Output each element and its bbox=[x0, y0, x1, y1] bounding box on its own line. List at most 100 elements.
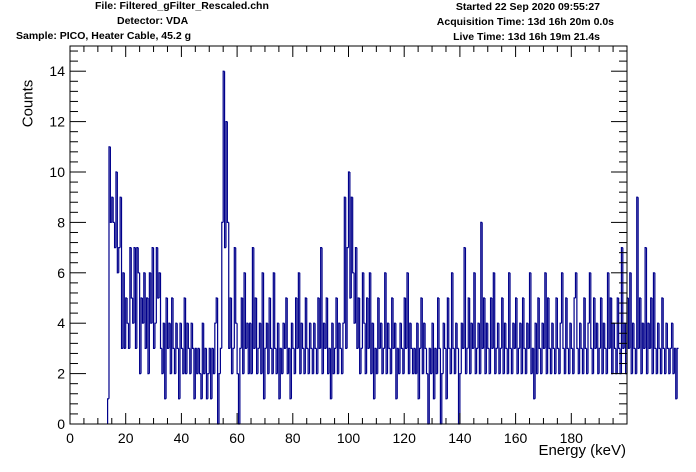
histogram-bin bbox=[425, 348, 428, 375]
header-file: File: Filtered_gFilter_Rescaled.chn bbox=[95, 0, 269, 12]
histogram-bin bbox=[456, 323, 459, 349]
histogram-bin bbox=[476, 347, 478, 374]
x-tick-label: 160 bbox=[504, 430, 528, 446]
histogram-bin bbox=[172, 298, 175, 349]
histogram-bin bbox=[118, 247, 121, 273]
histogram-bin bbox=[314, 323, 317, 349]
histogram-bin bbox=[207, 373, 210, 399]
header-sample: Sample: PICO, Heater Cable, 45.2 g bbox=[16, 30, 192, 42]
header-live: Live Time: 13d 16h 19m 21.4s bbox=[453, 31, 600, 43]
y-tick-label: 0 bbox=[57, 416, 65, 432]
histogram-bin bbox=[239, 347, 242, 424]
histogram-bin bbox=[310, 323, 313, 349]
histogram-bin bbox=[333, 347, 336, 374]
x-tick-label: 80 bbox=[285, 430, 301, 446]
histogram-bin bbox=[269, 298, 272, 349]
histogram-bin bbox=[236, 323, 239, 375]
histogram-bin bbox=[466, 347, 469, 374]
histogram-bin bbox=[137, 247, 140, 274]
header-started: Started 22 Sep 2020 09:55:27 bbox=[455, 1, 600, 13]
histogram-bin bbox=[218, 373, 221, 424]
histogram-bin bbox=[107, 398, 109, 424]
histogram-bin bbox=[662, 298, 665, 349]
histogram-bin bbox=[187, 323, 190, 349]
histogram-bin bbox=[509, 272, 512, 349]
histogram-bin bbox=[363, 272, 366, 324]
histogram-bin bbox=[198, 348, 201, 375]
y-tick-label: 4 bbox=[57, 315, 65, 331]
header-acquisition: Acquisition Time: 13d 16h 20m 0.0s bbox=[436, 16, 614, 28]
histogram-bin bbox=[235, 247, 238, 324]
histogram-bin bbox=[292, 323, 295, 349]
histogram-bin bbox=[495, 347, 498, 374]
histogram-bin bbox=[505, 323, 508, 349]
histogram-bin bbox=[180, 323, 183, 349]
x-tick-label: 120 bbox=[393, 430, 417, 446]
histogram-bin bbox=[669, 347, 672, 374]
y-tick-label: 6 bbox=[57, 265, 65, 281]
y-tick-label: 12 bbox=[49, 114, 65, 130]
histogram-bin bbox=[176, 323, 179, 349]
histogram-bin bbox=[400, 323, 403, 349]
histogram-bin bbox=[232, 347, 235, 374]
histogram-bin bbox=[633, 323, 636, 349]
histogram-bin bbox=[159, 272, 162, 349]
histogram-bin bbox=[126, 298, 129, 324]
histogram-bin bbox=[559, 322, 562, 374]
x-axis-title: Energy (keV) bbox=[538, 442, 626, 459]
histogram-bin bbox=[191, 323, 194, 349]
histogram-bin bbox=[654, 272, 657, 349]
histogram-bin bbox=[658, 323, 661, 349]
histogram-bins bbox=[107, 70, 679, 425]
histogram-bin bbox=[573, 297, 576, 374]
histogram-bin bbox=[584, 298, 587, 349]
y-tick-label: 14 bbox=[49, 63, 65, 79]
histogram-bin bbox=[499, 347, 502, 374]
histogram-bin bbox=[388, 323, 391, 349]
histogram-bin bbox=[410, 323, 413, 349]
histogram-bin bbox=[523, 298, 526, 349]
x-tick-label: 60 bbox=[229, 430, 245, 446]
histogram-bin bbox=[556, 298, 559, 349]
histogram-bin bbox=[598, 347, 601, 374]
histogram-bin bbox=[154, 322, 157, 349]
histogram-bin bbox=[352, 197, 355, 274]
histogram-bin bbox=[562, 272, 565, 349]
histogram-bin bbox=[676, 347, 679, 399]
histogram-bin bbox=[517, 347, 520, 374]
histogram-bin bbox=[548, 298, 551, 349]
histogram-bin bbox=[264, 347, 267, 399]
histogram-bin bbox=[604, 323, 607, 349]
histogram-bin bbox=[382, 347, 385, 374]
histogram-bin bbox=[448, 298, 451, 349]
histogram-bin bbox=[570, 323, 573, 349]
histogram-bin bbox=[342, 322, 345, 374]
histogram-bin bbox=[438, 298, 441, 349]
x-tick-label: 140 bbox=[448, 430, 472, 446]
histogram-bin bbox=[613, 323, 616, 349]
histogram-bin bbox=[301, 323, 304, 349]
histogram-bin bbox=[360, 347, 363, 374]
histogram-bin bbox=[487, 323, 490, 349]
x-tick-label: 40 bbox=[174, 430, 190, 446]
histogram-bin bbox=[443, 323, 446, 349]
histogram-bin bbox=[590, 272, 593, 349]
header-detector: Detector: VDA bbox=[117, 15, 189, 27]
y-axis-title: Counts bbox=[19, 79, 37, 128]
y-tick-label: 10 bbox=[49, 164, 65, 180]
histogram-bin bbox=[576, 272, 579, 349]
x-tick-label: 100 bbox=[337, 430, 361, 446]
y-tick-label: 8 bbox=[57, 214, 65, 230]
histogram-bin bbox=[552, 323, 555, 349]
histogram-bin bbox=[112, 197, 115, 223]
histogram-bin bbox=[339, 323, 342, 349]
histogram-bin bbox=[538, 298, 541, 349]
y-tick-label: 2 bbox=[57, 366, 65, 382]
histogram-bin bbox=[418, 347, 421, 399]
histogram-bin bbox=[424, 323, 427, 349]
histogram-bin bbox=[226, 121, 229, 223]
histogram-bin bbox=[587, 322, 590, 374]
histogram-bin bbox=[219, 347, 222, 374]
histogram-bin bbox=[580, 323, 583, 349]
